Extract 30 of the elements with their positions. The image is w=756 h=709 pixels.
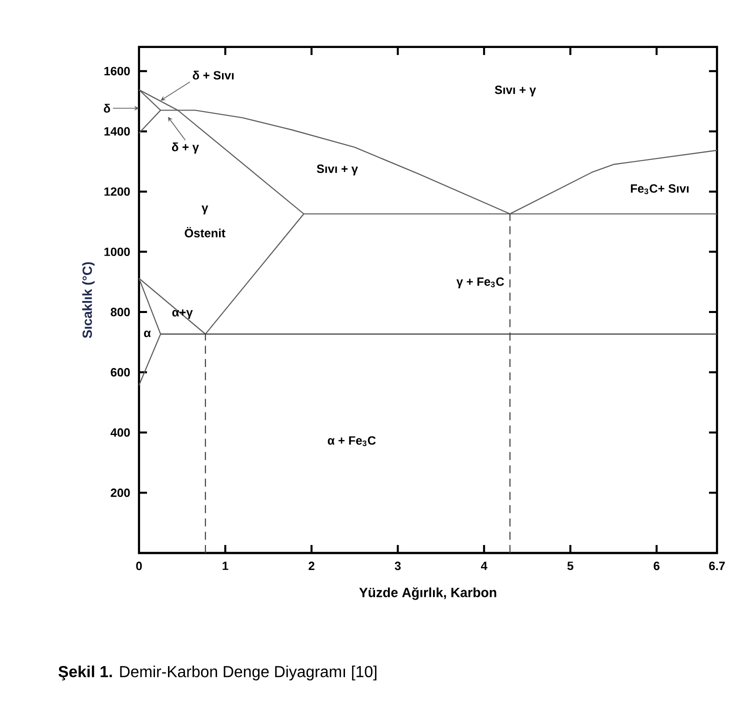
y-tick-label: 600 (110, 368, 130, 377)
annotation: Sıvı + γ (316, 164, 358, 176)
x-tick-label: 4 (480, 562, 488, 570)
text: δ (104, 104, 110, 113)
annotation: δ + Sıvı (192, 70, 234, 80)
annotation: Sıvı + γ (494, 86, 536, 96)
y-tick-label: 1400 (104, 127, 130, 136)
x-axis-title: Yüzde Ağırlık, Karbon (359, 587, 496, 600)
annotation: Fe$_{3}$C+ Sıvı (630, 184, 689, 194)
x-tick-label: 6 (654, 562, 660, 570)
y-tick-label: 1600 (104, 66, 130, 76)
annotation: α (144, 330, 151, 338)
annotation: α + Fe$_{3}$C (328, 436, 376, 446)
x-tick-label: 6.7 (709, 562, 725, 570)
y-tick-label: 400 (110, 428, 130, 437)
y-axis-title: Sıcaklık (°C) (82, 262, 95, 338)
y-tick-label: 1000 (104, 248, 130, 256)
annotation: γ (202, 206, 208, 214)
x-tick-label: 2 (308, 562, 314, 570)
x-tick-label: 0 (136, 562, 142, 570)
y-tick-label: 1200 (104, 187, 130, 196)
y-tick-label: 200 (110, 488, 130, 497)
x-tick-label: 3 (394, 562, 401, 570)
text: Şekil 1. Demir-Karbon Denge Diyagramı [10] (58, 666, 376, 680)
annotation: δ + γ (172, 142, 199, 154)
annotation: Östenit (184, 227, 226, 238)
x-tick-label: 5 (567, 562, 574, 570)
y-tick-label: 800 (110, 308, 130, 316)
annotation: γ + Fe$_{3}$C (456, 277, 504, 288)
x-tick-label: 1 (222, 562, 228, 570)
